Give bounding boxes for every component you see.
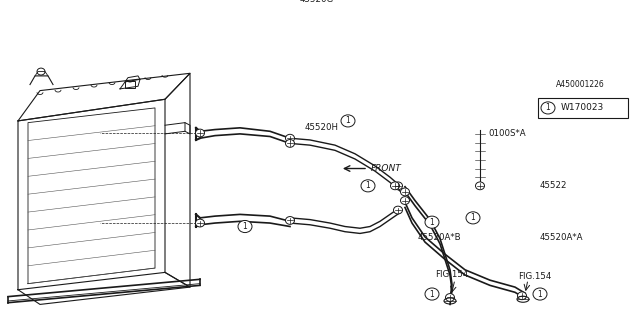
Text: 45520A*B: 45520A*B — [418, 233, 461, 242]
Circle shape — [425, 216, 439, 228]
Circle shape — [476, 182, 484, 190]
Text: 0100S*A: 0100S*A — [488, 129, 525, 138]
Text: A450001226: A450001226 — [556, 80, 604, 89]
Text: FIG.154: FIG.154 — [518, 272, 552, 281]
Circle shape — [541, 102, 555, 114]
Circle shape — [285, 217, 294, 224]
Text: 45520H: 45520H — [305, 123, 339, 132]
Text: 1: 1 — [429, 290, 435, 299]
Text: 1: 1 — [346, 116, 350, 125]
Circle shape — [533, 288, 547, 300]
Text: 1: 1 — [538, 290, 542, 299]
Circle shape — [445, 293, 454, 301]
Circle shape — [341, 115, 355, 127]
Text: W170023: W170023 — [561, 103, 604, 112]
Circle shape — [195, 129, 205, 137]
Circle shape — [390, 182, 399, 190]
Circle shape — [195, 219, 205, 227]
Circle shape — [518, 292, 527, 300]
Circle shape — [394, 182, 403, 190]
Text: FIG.154: FIG.154 — [435, 270, 468, 279]
Circle shape — [361, 180, 375, 192]
Circle shape — [401, 188, 410, 196]
Text: 45522: 45522 — [540, 181, 568, 190]
Circle shape — [238, 220, 252, 233]
Text: 1: 1 — [429, 218, 435, 227]
Circle shape — [394, 206, 403, 214]
Text: 1: 1 — [470, 213, 476, 222]
Text: 45520G: 45520G — [300, 0, 334, 4]
Circle shape — [285, 134, 294, 142]
Circle shape — [466, 212, 480, 224]
Text: 1: 1 — [243, 222, 248, 231]
Text: 1: 1 — [546, 103, 550, 112]
Circle shape — [401, 197, 410, 204]
Circle shape — [285, 140, 294, 147]
Text: FRONT: FRONT — [371, 164, 402, 173]
Circle shape — [425, 288, 439, 300]
Text: 1: 1 — [365, 181, 371, 190]
Text: 45520A*A: 45520A*A — [540, 233, 584, 242]
